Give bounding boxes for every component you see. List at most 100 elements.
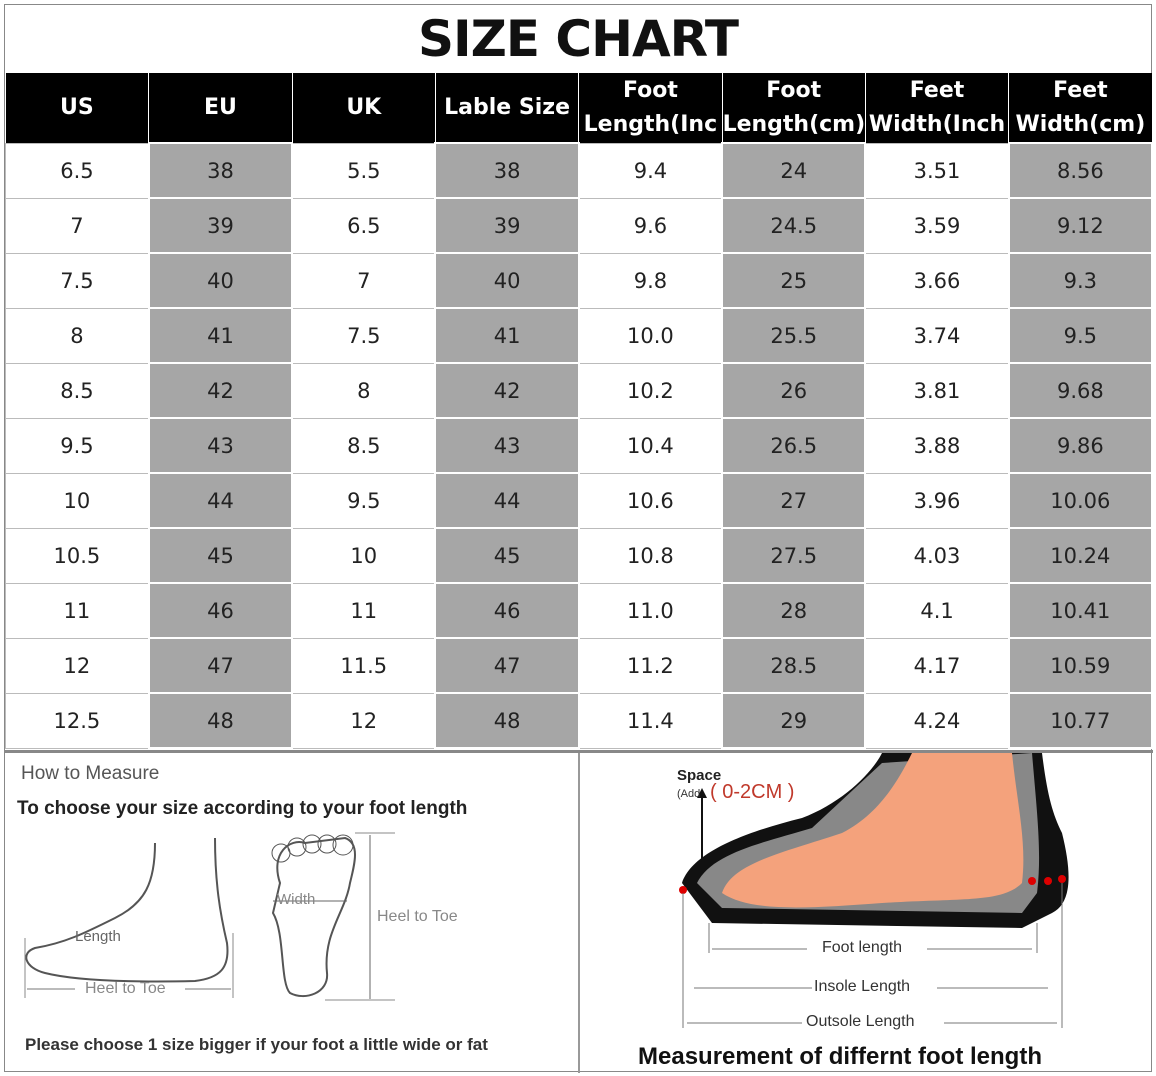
table-cell: 3.74	[864, 307, 1010, 364]
size-chart: SIZE CHART US EU UK Lable Size Foot Length(In…	[4, 4, 1154, 1073]
table-cell: 3.81	[864, 362, 1010, 419]
table-cell: 38	[434, 142, 580, 199]
table-cell: 47	[434, 637, 580, 694]
table-cell: 9.12	[1007, 197, 1154, 254]
table-cell: 10.5	[4, 527, 150, 584]
table-cell: 3.66	[864, 252, 1010, 309]
space-range: ( 0-2CM )	[710, 781, 795, 803]
table-cell: 9.5	[1007, 307, 1154, 364]
table-cell: 24.5	[721, 197, 867, 254]
table-cell: 26	[721, 362, 867, 419]
length-label: Length	[75, 928, 121, 945]
outsole-length-label: Outsole Length	[806, 1013, 915, 1030]
column-header: UK	[292, 73, 436, 143]
table-cell: 39	[434, 197, 580, 254]
table-cell: 43	[147, 417, 294, 474]
table-cell: 6.5	[4, 142, 150, 199]
width-label: Width	[277, 891, 316, 908]
table-cell: 9.6	[578, 197, 723, 254]
table-cell: 3.59	[864, 197, 1010, 254]
column-header: US	[5, 73, 150, 143]
table-row: 11 46 11 46 11.0 28 4.1 10.41	[4, 582, 1154, 639]
table-cell: 44	[434, 472, 580, 529]
table-cell: 10.6	[578, 472, 723, 529]
heel-to-toe-label: Heel to Toe	[85, 980, 166, 997]
table-cell: 11.5	[291, 637, 436, 694]
table-cell: 12	[4, 637, 150, 694]
table-cell: 27	[721, 472, 867, 529]
table-row: 8.5 42 8 42 10.2 26 3.81 9.68	[4, 362, 1154, 419]
foot-diagram-icon	[24, 832, 395, 1001]
add-label: (Add	[677, 788, 701, 800]
table-cell: 12.5	[4, 692, 150, 749]
table-cell: 45	[147, 527, 294, 584]
table-cell: 9.3	[1007, 252, 1154, 309]
table-cell: 28.5	[721, 637, 867, 694]
table-cell: 10.2	[578, 362, 723, 419]
table-cell: 4.1	[864, 582, 1010, 639]
size-table: US EU UK Lable Size Foot Length(Inc Foot Length…	[4, 73, 1154, 749]
table-cell: 10.59	[1007, 637, 1154, 694]
table-row: 9.5 43 8.5 43 10.4 26.5 3.88 9.86	[4, 417, 1154, 474]
table-cell: 7.5	[291, 307, 436, 364]
table-cell: 8	[4, 307, 150, 364]
table-row: 10.5 45 10 45 10.8 27.5 4.03 10.24	[4, 527, 1154, 584]
table-cell: 10.0	[578, 307, 723, 364]
table-cell: 25.5	[721, 307, 867, 364]
table-cell: 9.5	[4, 417, 150, 474]
table-cell: 11	[4, 582, 150, 639]
table-cell: 10	[291, 527, 436, 584]
table-row: 7.5 40 7 40 9.8 25 3.66 9.3	[4, 252, 1154, 309]
table-cell: 9.68	[1007, 362, 1154, 419]
table-cell: 3.51	[864, 142, 1010, 199]
table-cell: 11.0	[578, 582, 723, 639]
table-cell: 8.56	[1007, 142, 1154, 199]
table-cell: 11.2	[578, 637, 723, 694]
table-cell: 28	[721, 582, 867, 639]
table-row: 7 39 6.5 39 9.6 24.5 3.59 9.12	[4, 197, 1154, 254]
how-to-measure-heading: How to Measure	[21, 763, 160, 784]
table-cell: 45	[434, 527, 580, 584]
how-to-measure-panel: How to Measure To choose your size accor…	[5, 753, 580, 1073]
table-cell: 25	[721, 252, 867, 309]
table-cell: 29	[721, 692, 867, 749]
column-header: EU	[148, 73, 293, 143]
measurement-guide: How to Measure To choose your size accor…	[5, 750, 1153, 1073]
shoe-panel: Space (Add ( 0-2CM ) Foot length Insole …	[582, 753, 1153, 1073]
table-cell: 10.4	[578, 417, 723, 474]
table-cell: 44	[147, 472, 294, 529]
table-cell: 5.5	[291, 142, 436, 199]
table-cell: 47	[147, 637, 294, 694]
table-cell: 39	[147, 197, 294, 254]
table-cell: 48	[147, 692, 294, 749]
space-label: Space	[677, 767, 722, 784]
table-cell: 6.5	[291, 197, 436, 254]
column-header: Foot Length(Inc	[578, 73, 723, 143]
table-row: 12 47 11.5 47 11.2 28.5 4.17 10.59	[4, 637, 1154, 694]
table-row: 8 41 7.5 41 10.0 25.5 3.74 9.5	[4, 307, 1154, 364]
table-cell: 3.96	[864, 472, 1010, 529]
table-cell: 46	[434, 582, 580, 639]
table-cell: 7.5	[4, 252, 150, 309]
column-header: Feet Width(cm)	[1008, 73, 1153, 143]
foot-length-label: Foot length	[822, 939, 903, 956]
table-cell: 10.41	[1007, 582, 1154, 639]
table-cell: 11	[291, 582, 436, 639]
table-cell: 3.88	[864, 417, 1010, 474]
table-cell: 9.4	[578, 142, 723, 199]
table-cell: 8	[291, 362, 436, 419]
table-cell: 41	[434, 307, 580, 364]
table-cell: 27.5	[721, 527, 867, 584]
table-cell: 26.5	[721, 417, 867, 474]
table-row: 12.5 48 12 48 11.4 29 4.24 10.77	[4, 692, 1154, 749]
column-header: Feet Width(Inch	[865, 73, 1010, 143]
table-cell: 4.17	[864, 637, 1010, 694]
table-cell: 12	[291, 692, 436, 749]
table-cell: 9.86	[1007, 417, 1154, 474]
page-title: SIZE CHART	[417, 10, 739, 68]
table-row: 10 44 9.5 44 10.6 27 3.96 10.06	[4, 472, 1154, 529]
shoe-diagram-icon	[679, 753, 1069, 1028]
size-note: Please choose 1 size bigger if your foot…	[25, 1035, 488, 1054]
table-cell: 48	[434, 692, 580, 749]
table-cell: 7	[291, 252, 436, 309]
